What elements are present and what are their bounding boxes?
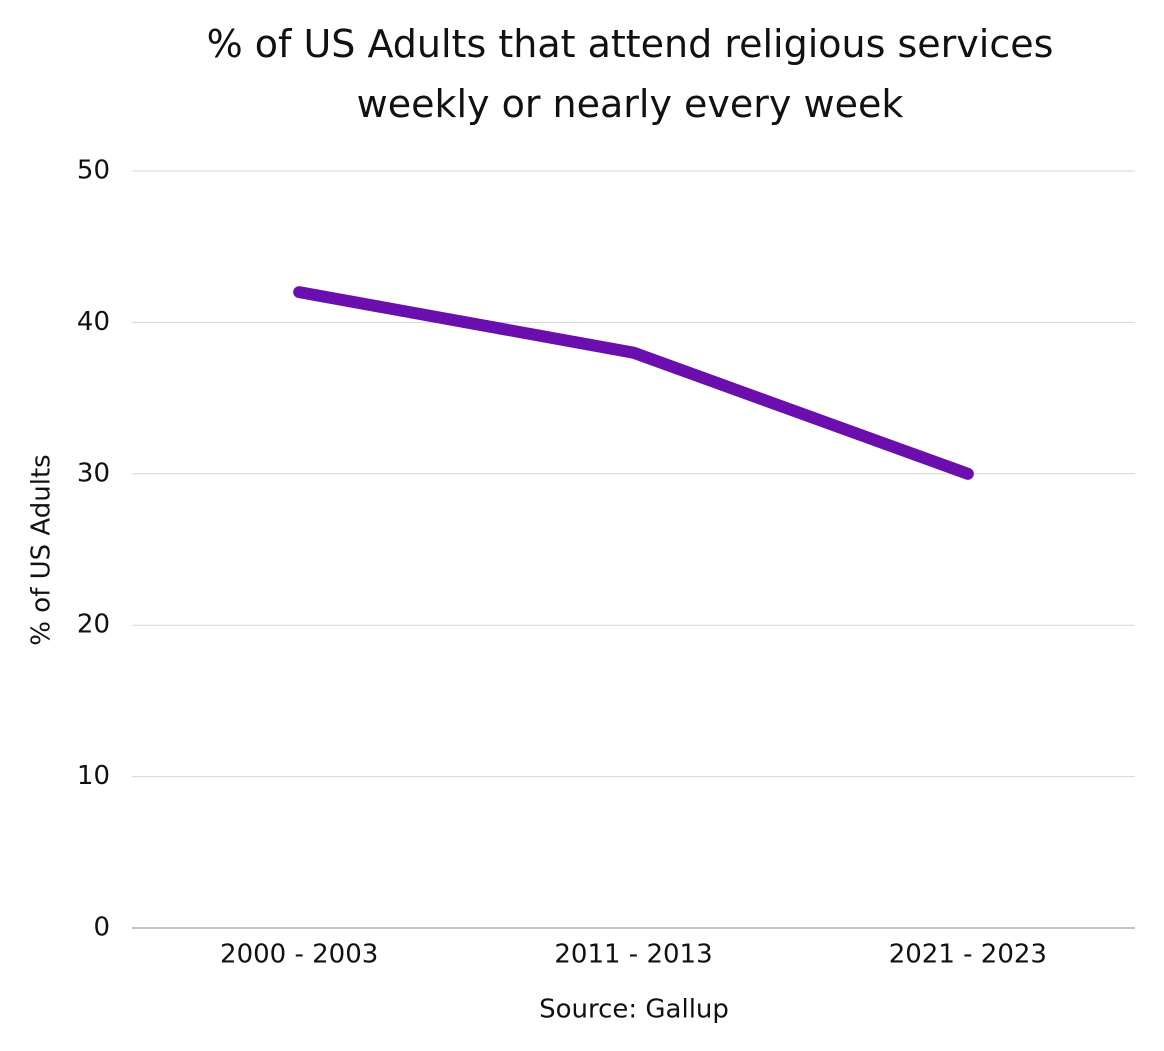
x-axis-label: Source: Gallup <box>539 995 729 1025</box>
x-tick-label: 2000 - 2003 <box>220 940 378 970</box>
chart-title: % of US Adults that attend religious ser… <box>206 22 1054 126</box>
y-tick-label: 50 <box>77 156 110 186</box>
y-tick-label: 0 <box>93 913 110 943</box>
x-tick-label: 2011 - 2013 <box>554 940 712 970</box>
y-axis-label: % of US Adults <box>27 454 57 645</box>
x-tick-label: 2021 - 2023 <box>889 940 1047 970</box>
y-tick-label: 10 <box>77 761 110 791</box>
y-tick-label: 30 <box>77 458 110 488</box>
y-tick-label: 40 <box>77 307 110 337</box>
y-tick-label: 20 <box>77 610 110 640</box>
data-line <box>293 286 974 480</box>
